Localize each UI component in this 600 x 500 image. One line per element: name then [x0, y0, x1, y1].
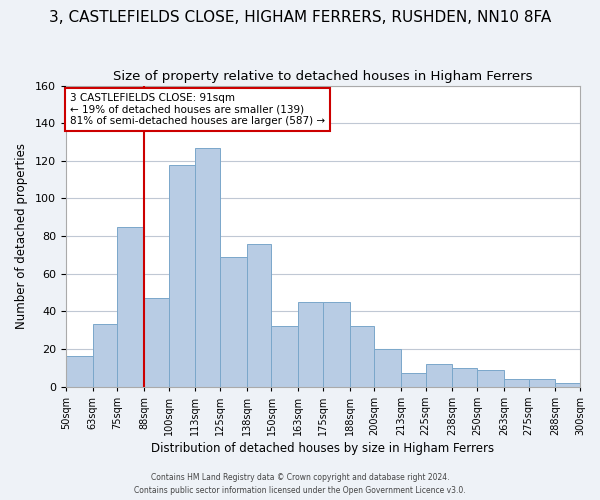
Bar [556, 383, 580, 386]
Bar [169, 164, 196, 386]
Bar [401, 374, 426, 386]
Text: 3 CASTLEFIELDS CLOSE: 91sqm
← 19% of detached houses are smaller (139)
81% of se: 3 CASTLEFIELDS CLOSE: 91sqm ← 19% of det… [70, 93, 325, 126]
Bar [66, 356, 92, 386]
Bar [92, 324, 117, 386]
Text: Contains HM Land Registry data © Crown copyright and database right 2024.
Contai: Contains HM Land Registry data © Crown c… [134, 474, 466, 495]
Bar [374, 349, 401, 387]
Bar [196, 148, 220, 386]
Text: 3, CASTLEFIELDS CLOSE, HIGHAM FERRERS, RUSHDEN, NN10 8FA: 3, CASTLEFIELDS CLOSE, HIGHAM FERRERS, R… [49, 10, 551, 25]
Bar [452, 368, 477, 386]
Bar [504, 379, 529, 386]
Bar [117, 226, 144, 386]
Title: Size of property relative to detached houses in Higham Ferrers: Size of property relative to detached ho… [113, 70, 533, 83]
Y-axis label: Number of detached properties: Number of detached properties [15, 143, 28, 329]
X-axis label: Distribution of detached houses by size in Higham Ferrers: Distribution of detached houses by size … [151, 442, 494, 455]
Bar [271, 326, 298, 386]
Bar [477, 370, 504, 386]
Bar [247, 244, 271, 386]
Bar [298, 302, 323, 386]
Bar [323, 302, 350, 386]
Bar [426, 364, 452, 386]
Bar [220, 256, 247, 386]
Bar [144, 298, 169, 386]
Bar [350, 326, 374, 386]
Bar [529, 379, 556, 386]
